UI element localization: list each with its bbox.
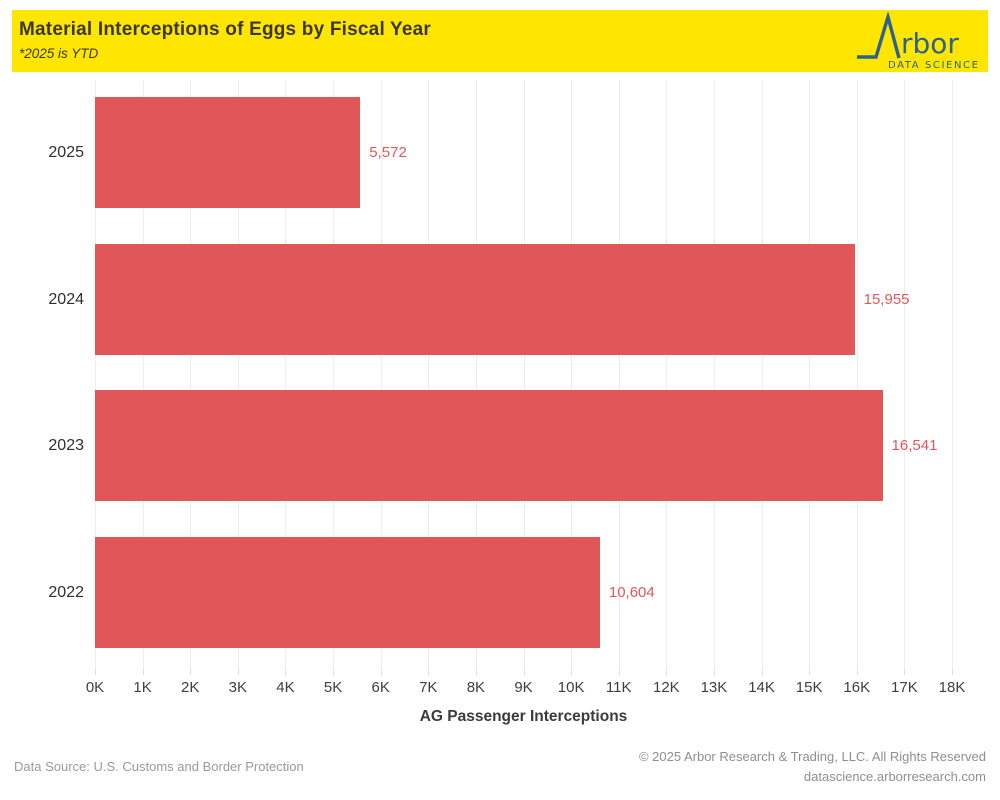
gridline — [713, 80, 715, 670]
x-tick-label: 10K — [557, 679, 585, 696]
x-tick-label: 11K — [605, 679, 632, 696]
x-tick-label: 14K — [748, 679, 775, 696]
axis-tick — [142, 670, 144, 675]
x-tick-label: 9K — [514, 679, 533, 696]
x-tick-label: 3K — [228, 679, 248, 696]
axis-tick — [333, 670, 335, 675]
bar — [95, 97, 361, 208]
axis-tick — [237, 670, 239, 675]
axis-tick — [285, 670, 287, 675]
x-tick-label: 8K — [466, 679, 486, 696]
gridline — [952, 80, 953, 670]
x-tick-label: 1K — [133, 679, 152, 696]
axis-tick — [856, 670, 858, 675]
gridline — [237, 80, 239, 670]
chart-title: Material Interceptions of Eggs by Fiscal… — [19, 19, 432, 40]
x-tick-label: 17K — [891, 679, 918, 696]
x-tick-label: 7K — [419, 679, 438, 696]
axis-tick — [95, 670, 96, 675]
gridline — [380, 80, 382, 670]
gridline — [333, 80, 335, 670]
x-tick-label: 0K — [85, 679, 105, 696]
y-axis-label: 2023 — [48, 436, 84, 454]
y-axis-label: 2025 — [48, 143, 84, 161]
axis-tick — [380, 670, 382, 675]
logo-tagline-text: DATA SCIENCE — [888, 60, 980, 71]
axis-tick — [809, 670, 811, 675]
gridline — [190, 80, 192, 670]
axis-tick — [713, 670, 715, 675]
x-tick-label: 13K — [700, 679, 728, 696]
copyright-text: © 2025 Arbor Research & Trading, LLC. Al… — [638, 749, 986, 764]
gridline — [523, 80, 525, 670]
axis-tick — [761, 670, 763, 675]
bar-value-label: 15,955 — [863, 291, 910, 308]
axis-tick — [428, 670, 430, 675]
y-axis-label: 2022 — [48, 583, 84, 601]
plot-area: 5,572 15,955 16,541 10,604 — [95, 80, 953, 670]
gridline — [285, 80, 287, 670]
bar-value-label: 16,541 — [891, 437, 938, 454]
axis-tick — [523, 670, 525, 675]
gridline — [571, 80, 573, 670]
x-tick-label: 4K — [276, 679, 295, 696]
gridline — [618, 80, 620, 670]
axis-tick — [952, 670, 953, 675]
header-banner: Material Interceptions of Eggs by Fiscal… — [12, 10, 988, 72]
axis-tick — [475, 670, 477, 675]
gridline — [95, 80, 96, 670]
gridline — [809, 80, 811, 670]
gridline — [666, 80, 668, 670]
bar — [95, 390, 883, 501]
x-tick-label: 15K — [795, 679, 823, 696]
x-tick-label: 12K — [652, 679, 680, 696]
x-axis-title: AG Passenger Interceptions — [419, 708, 628, 725]
x-tick-label: 2K — [181, 679, 200, 696]
logo-brand-text: rbor — [901, 27, 959, 60]
arbor-peak-icon — [857, 12, 901, 59]
website-text: datascience.arborresearch.com — [803, 769, 986, 784]
y-axis-label: 2024 — [48, 290, 84, 308]
arbor-logo: rbor DATA SCIENCE — [857, 12, 980, 71]
gridline — [428, 80, 430, 670]
chart-subtitle: *2025 is YTD — [19, 46, 99, 61]
bar-value-label: 5,572 — [369, 144, 407, 161]
bar — [95, 244, 855, 355]
x-tick-label: 18K — [938, 679, 966, 696]
gridline — [475, 80, 477, 670]
axis-tick — [666, 670, 668, 675]
gridline — [142, 80, 144, 670]
gridline — [761, 80, 763, 670]
x-tick-label: 6K — [371, 679, 390, 696]
data-source-text: Data Source: U.S. Customs and Border Pro… — [14, 759, 304, 774]
x-tick-label: 5K — [323, 679, 343, 696]
gridline — [856, 80, 858, 670]
x-tick-label: 16K — [843, 679, 871, 696]
axis-tick — [571, 670, 573, 675]
bar-value-label: 10,604 — [608, 584, 655, 601]
axis-tick — [618, 670, 620, 675]
axis-tick — [190, 670, 192, 675]
footer-right: © 2025 Arbor Research & Trading, LLC. Al… — [639, 747, 986, 787]
axis-tick — [904, 670, 906, 675]
gridline — [904, 80, 906, 670]
bar — [95, 537, 600, 648]
